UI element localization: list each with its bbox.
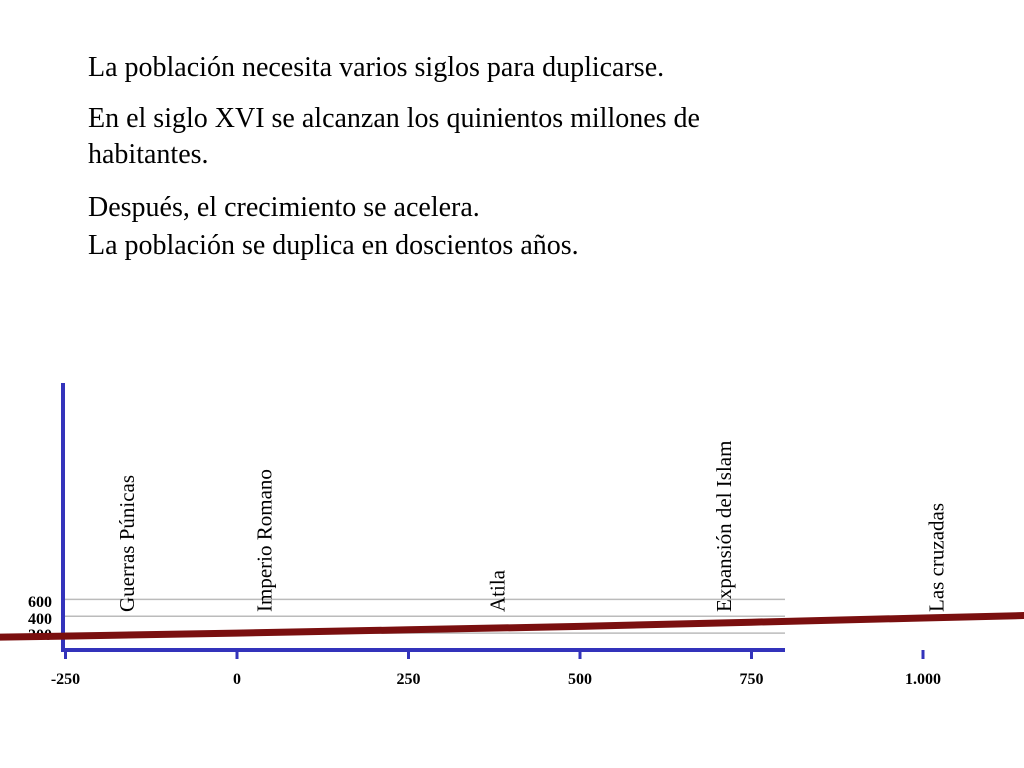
x-tick-label: 1.000 [905,671,941,688]
x-tick-label: -250 [51,671,80,688]
event-label: Guerras Púnicas [115,475,139,612]
event-label: Las cruzadas [925,503,949,612]
population-series-line [0,612,1024,641]
statement-line-2: En el siglo XVI se alcanzan los quinient… [88,103,700,171]
statement-line-3: Después, el crecimiento se acelera. [88,192,480,223]
statement-line-4: La población se duplica en doscientos añ… [88,230,579,261]
x-tick-label: 750 [740,671,764,688]
y-tick-label: 400 [28,611,52,628]
event-label: Expansión del Islam [712,441,736,612]
x-tick-label: 250 [397,671,421,688]
y-tick-label: 600 [28,594,52,611]
event-label: Atila [486,569,510,612]
x-tick-label: 500 [568,671,592,688]
x-tick-label: 0 [233,671,241,688]
statement-line-1: La población necesita varios siglos para… [88,52,665,83]
event-label: Imperio Romano [252,469,276,612]
